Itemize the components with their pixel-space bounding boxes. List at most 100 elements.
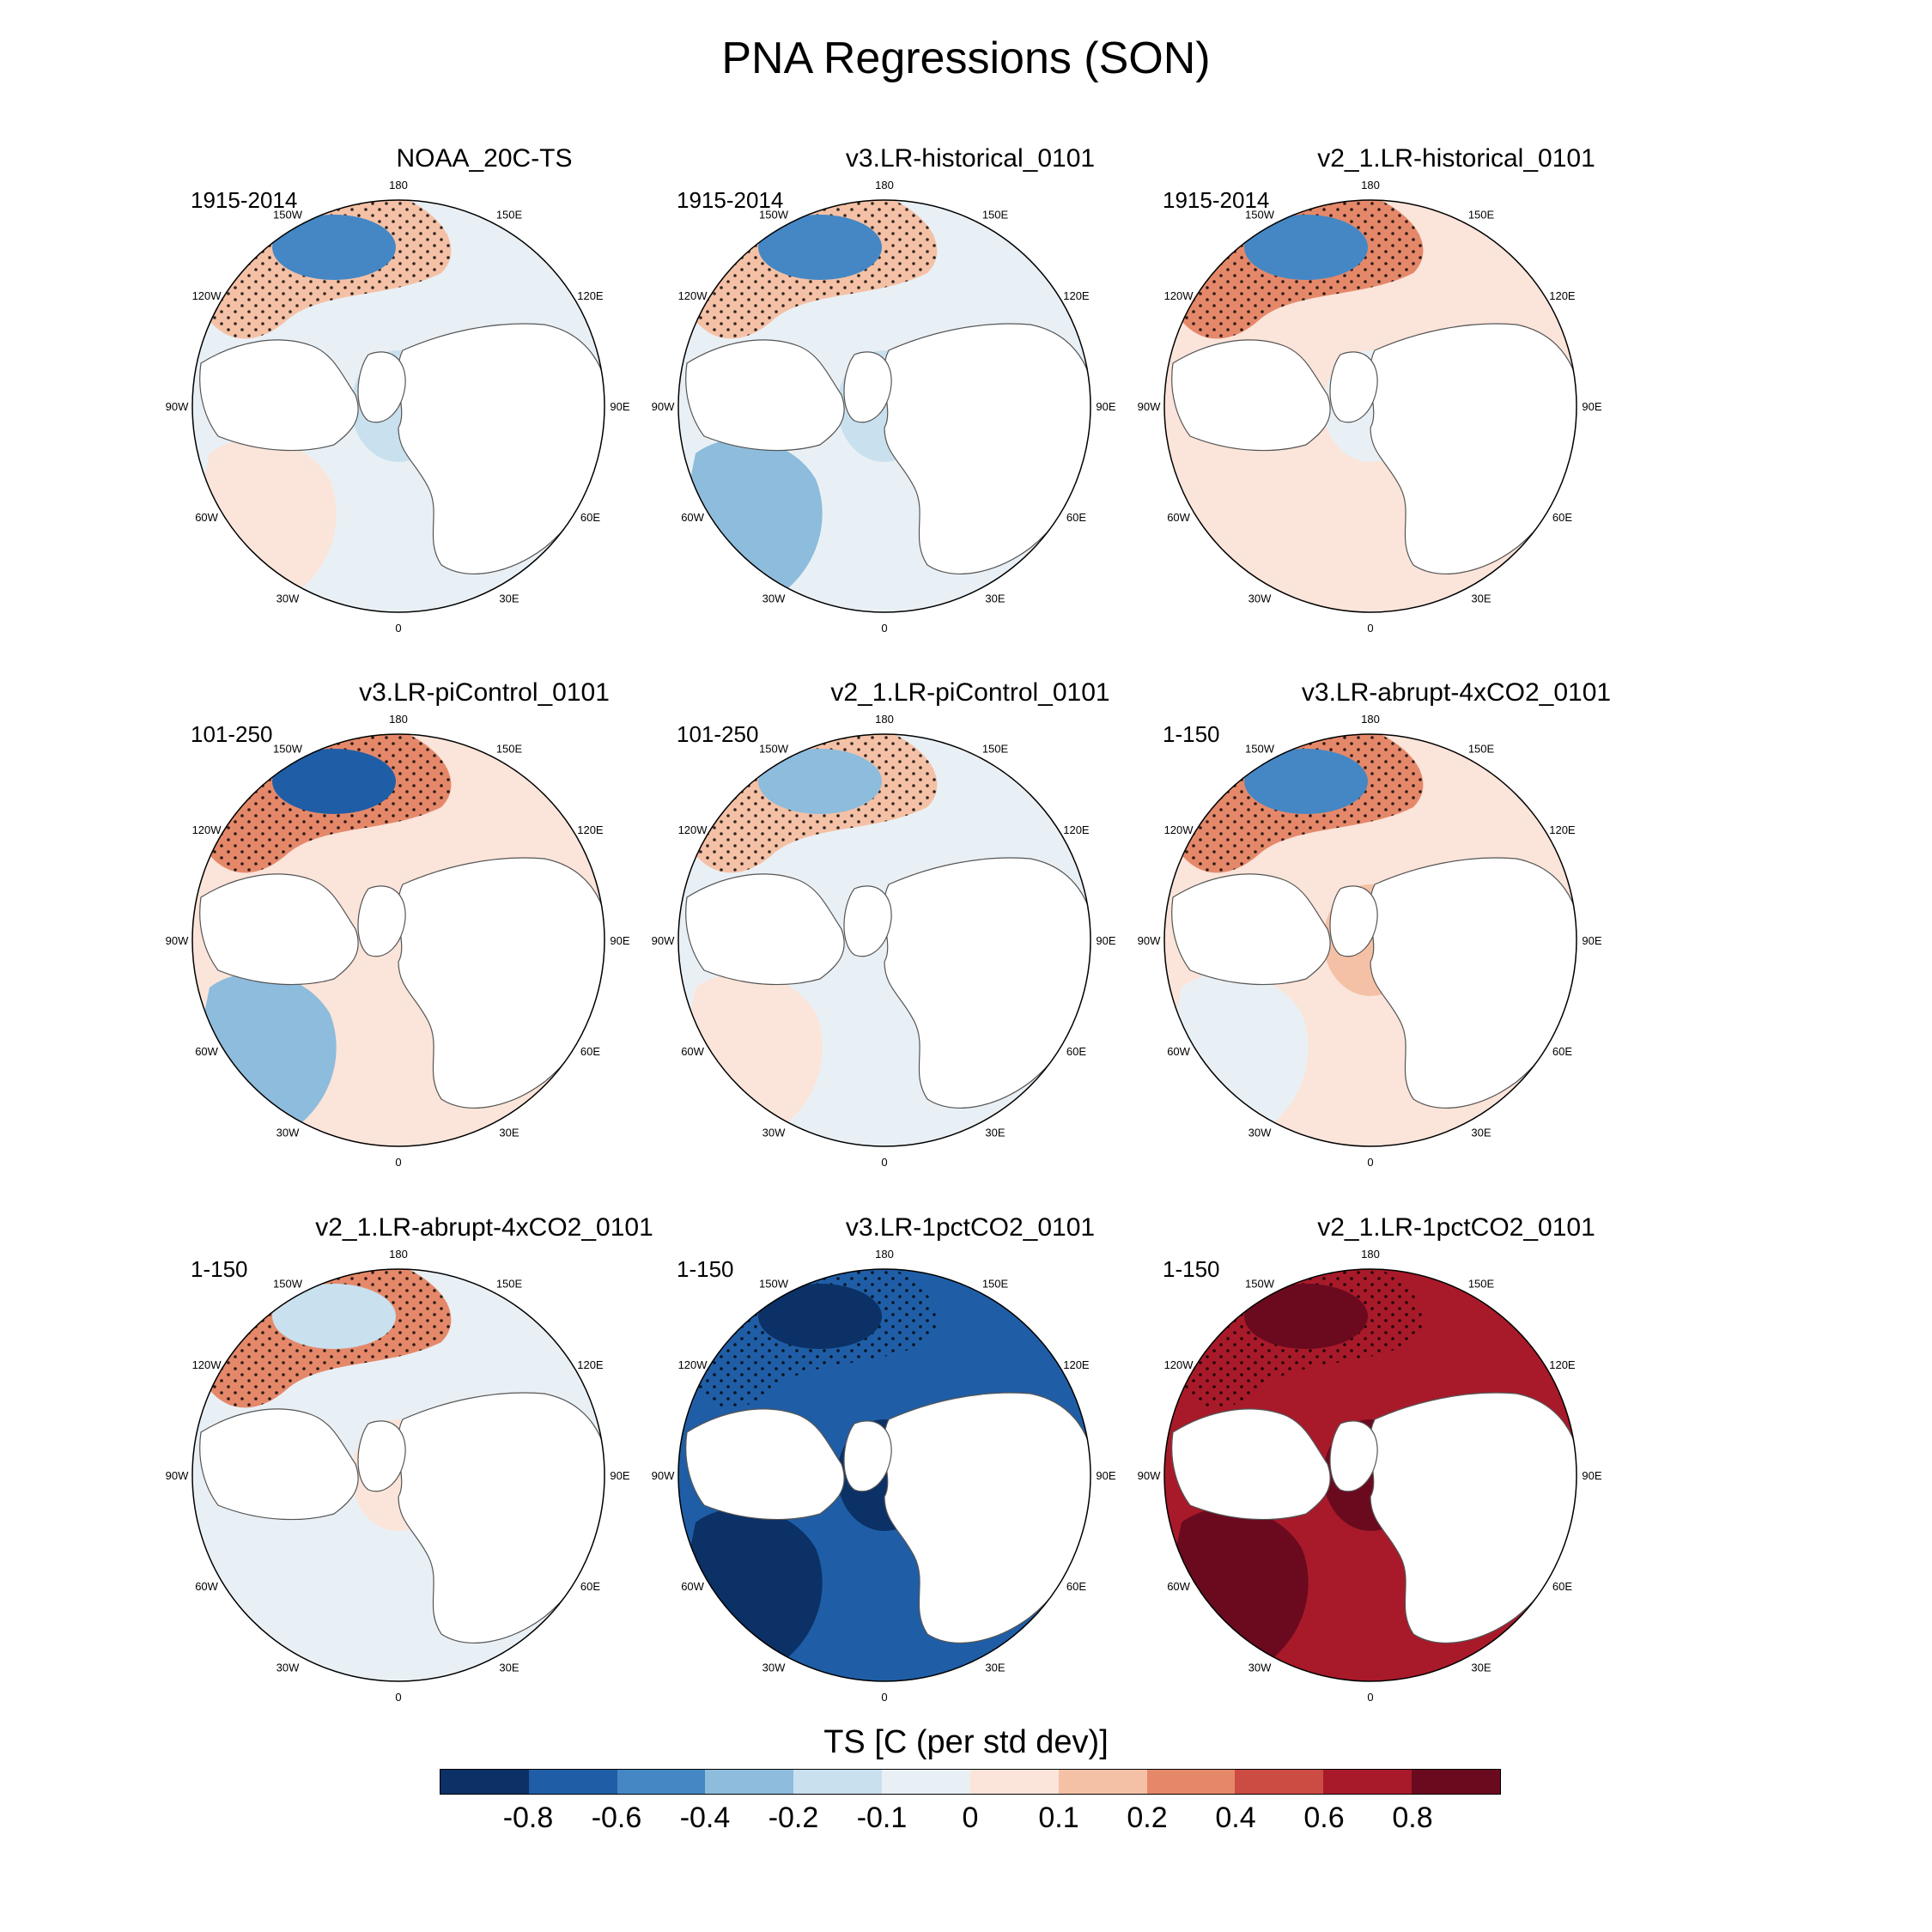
colorbar-box [969,1770,1059,1794]
longitude-label: 90W [166,934,189,947]
colorbar [440,1769,1501,1795]
polar-map: 180 150E 120E 90E 60E 30E 0 30W 60W 90W 120W 150W [652,1248,1116,1704]
longitude-label: 90W [1138,400,1161,413]
longitude-label: 90E [1096,1469,1115,1482]
longitude-label: 120W [678,1358,708,1371]
colorbar-tick-label: -0.8 [502,1801,554,1834]
colorbar-box [440,1770,529,1794]
longitude-label: 180 [875,179,894,191]
longitude-label: 60W [195,1045,218,1058]
north-america-landmass [685,873,845,986]
map-border [677,1268,1091,1682]
longitude-label: 150W [759,1278,789,1291]
greenland-landmass [843,351,892,423]
longitude-label: 90E [610,934,629,947]
anomaly-region-atlantic [1173,1508,1309,1668]
longitude-label: 180 [389,1248,408,1261]
map-panel: NOAA_20C-TS 1915-2014 180 150E 120E 90E 60E 3… [166,144,785,694]
map-border [1163,199,1577,613]
longitude-label: 60E [580,511,600,524]
longitude-label: 30W [276,592,300,605]
anomaly-region-pacific-center [272,749,396,814]
map-panel: v3.LR-abrupt-4xCO2_0101 1-150 180 150E 120… [1138,678,1757,1228]
map-panel: v2_1.LR-piControl_0101 101-250 180 150E 12… [652,678,1271,1228]
figure-title: PNA Regressions (SON) [721,33,1211,83]
longitude-label: 90E [1582,934,1601,947]
longitude-label: 60E [1552,1580,1572,1593]
panel-title: v3.LR-piControl_0101 [359,678,610,707]
longitude-label: 150E [496,209,523,222]
eurasia-landmass [883,323,1091,574]
longitude-label: 60W [681,1045,704,1058]
longitude-label: 90W [1138,1469,1161,1482]
longitude-label: 60W [195,1580,218,1593]
longitude-label: 120W [1164,289,1194,302]
panel-period: 101-250 [677,721,759,747]
colorbar-tick-label: 0.8 [1392,1801,1433,1834]
longitude-label: 30E [499,1661,519,1674]
longitude-label: 150E [982,743,1009,756]
longitude-label: 0 [395,622,401,635]
map-panel: v3.LR-historical_0101 1915-2014 180 150E 1… [652,144,1271,694]
eurasia-landmass [397,323,605,574]
map-border [191,733,605,1147]
longitude-label: 30W [276,1126,300,1139]
greenland-landmass [357,885,406,957]
polar-map: 180 150E 120E 90E 60E 30E 0 30W 60W 90W 120W 150W [166,1248,630,1704]
anomaly-region-pacific-center [1244,1284,1368,1349]
longitude-label: 60E [1066,1580,1086,1593]
north-america-landmass [199,339,359,452]
longitude-label: 60W [195,511,218,524]
map-panel: v2_1.LR-abrupt-4xCO2_0101 1-150 180 150E 1… [166,1213,785,1763]
longitude-label: 120W [1164,823,1194,836]
anomaly-region-atlantic [687,439,823,599]
longitude-label: 90W [652,400,675,413]
anomaly-region-pacific-center [758,215,882,280]
longitude-label: 120W [678,823,708,836]
greenland-landmass [1329,351,1378,423]
longitude-label: 30W [1249,592,1272,605]
colorbar-tick-label: 0.6 [1303,1801,1345,1834]
colorbar-tick-label: -0.4 [679,1801,731,1834]
longitude-label: 120E [1549,289,1576,302]
longitude-label: 120E [577,1358,604,1371]
greenland-landmass [357,1420,406,1492]
colorbar-box [1058,1770,1147,1794]
longitude-label: 150E [1468,1278,1495,1291]
longitude-label: 120E [1063,823,1090,836]
colorbar-tick-label: 0.4 [1215,1801,1256,1834]
longitude-label: 30E [1471,1661,1491,1674]
north-america-landmass [685,1408,845,1521]
colorbar-box [617,1770,706,1794]
longitude-label: 180 [1361,1248,1380,1261]
longitude-label: 30W [1249,1126,1272,1139]
longitude-label: 120E [1063,289,1090,302]
map-panel: v2_1.LR-historical_0101 1915-2014 180 150… [1138,144,1757,694]
greenland-landmass [357,351,406,423]
longitude-label: 150W [273,743,303,756]
eurasia-landmass [1369,323,1577,574]
map-border [191,1268,605,1682]
colorbar-box [793,1770,883,1794]
map-border [1163,733,1577,1147]
polar-map: 180 150E 120E 90E 60E 30E 0 30W 60W 90W 120W 150W [1138,1248,1602,1704]
longitude-label: 60W [1167,511,1190,524]
longitude-label: 150W [1245,743,1275,756]
longitude-label: 0 [1367,1691,1373,1704]
anomaly-region-atlantic [687,973,823,1133]
longitude-label: 30E [1471,592,1491,605]
panel-period: 1-150 [191,1256,248,1282]
north-america-landmass [199,873,359,986]
polar-map: 180 150E 120E 90E 60E 30E 0 30W 60W 90W 120W 150W [166,713,630,1169]
longitude-label: 30W [276,1661,300,1674]
longitude-label: 150W [1245,209,1275,222]
anomaly-region-pacific-center [1244,215,1368,280]
longitude-label: 30W [1249,1661,1272,1674]
greenland-landmass [1329,885,1378,957]
longitude-label: 150W [273,209,303,222]
polar-map: 180 150E 120E 90E 60E 30E 0 30W 60W 90W 120W 150W [1138,179,1602,635]
longitude-label: 120W [192,289,222,302]
longitude-label: 150E [496,1278,523,1291]
longitude-label: 180 [875,1248,894,1261]
panel-title: v3.LR-1pctCO2_0101 [845,1213,1096,1242]
